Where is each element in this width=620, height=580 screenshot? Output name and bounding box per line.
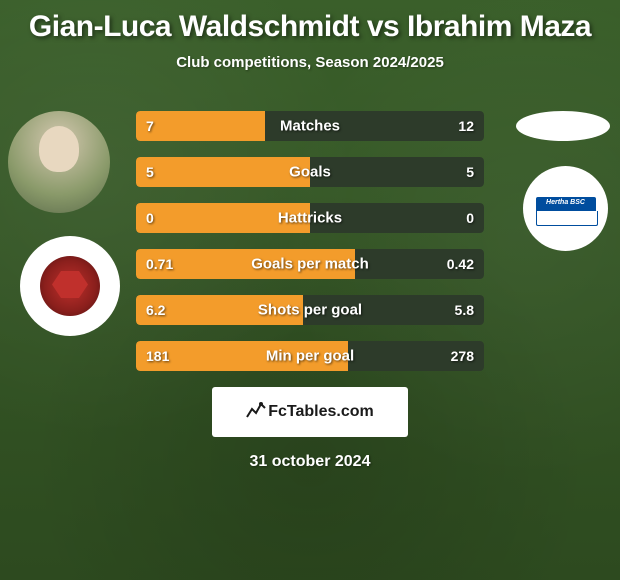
stat-label: Shots per goal — [258, 302, 362, 319]
stat-value-right: 12 — [458, 118, 474, 134]
bar-left-fill — [136, 157, 310, 187]
stat-value-right: 5 — [466, 164, 474, 180]
stat-value-left: 0.71 — [146, 256, 173, 272]
stat-value-right: 278 — [451, 348, 474, 364]
club-right-badge: Hertha BSC — [523, 166, 608, 251]
stat-row: Matches 7 12 — [136, 111, 484, 141]
stat-row: Hattricks 0 0 — [136, 203, 484, 233]
club-left-badge — [20, 236, 120, 336]
chart-icon — [246, 401, 266, 424]
flag-icon: Hertha BSC — [536, 189, 596, 229]
stat-value-right: 0 — [466, 210, 474, 226]
stat-value-left: 181 — [146, 348, 169, 364]
stat-value-left: 0 — [146, 210, 154, 226]
comparison-card: Gian-Luca Waldschmidt vs Ibrahim Maza Cl… — [0, 0, 620, 471]
stat-label: Min per goal — [266, 348, 354, 365]
player-right-avatar — [516, 111, 610, 141]
stat-value-right: 5.8 — [455, 302, 474, 318]
stat-label: Goals — [289, 164, 331, 181]
stat-value-left: 6.2 — [146, 302, 165, 318]
stat-row: Shots per goal 6.2 5.8 — [136, 295, 484, 325]
page-title: Gian-Luca Waldschmidt vs Ibrahim Maza — [0, 10, 620, 44]
stat-label: Goals per match — [251, 256, 369, 273]
branding-box[interactable]: FcTables.com — [212, 387, 408, 437]
stat-row: Goals per match 0.71 0.42 — [136, 249, 484, 279]
stat-row: Goals 5 5 — [136, 157, 484, 187]
stat-value-left: 5 — [146, 164, 154, 180]
stat-label: Matches — [280, 118, 340, 135]
bar-left-fill — [136, 111, 265, 141]
stat-value-right: 0.42 — [447, 256, 474, 272]
footer-date: 31 october 2024 — [0, 453, 620, 471]
subtitle: Club competitions, Season 2024/2025 — [0, 54, 620, 71]
hurricane-icon — [40, 256, 100, 316]
player-left-avatar — [8, 111, 110, 213]
branding-text: FcTables.com — [268, 403, 374, 421]
bar-right-fill — [310, 157, 484, 187]
club-right-text: Hertha BSC — [546, 199, 585, 206]
stat-row: Min per goal 181 278 — [136, 341, 484, 371]
comparison-bars: Matches 7 12 Goals 5 5 Hattricks 0 0 Goals per ma… — [136, 111, 484, 371]
stat-value-left: 7 — [146, 118, 154, 134]
stat-label: Hattricks — [278, 210, 342, 227]
stats-area: Hertha BSC Matches 7 12 Goals 5 5 Hattricks 0 0 G… — [0, 111, 620, 371]
